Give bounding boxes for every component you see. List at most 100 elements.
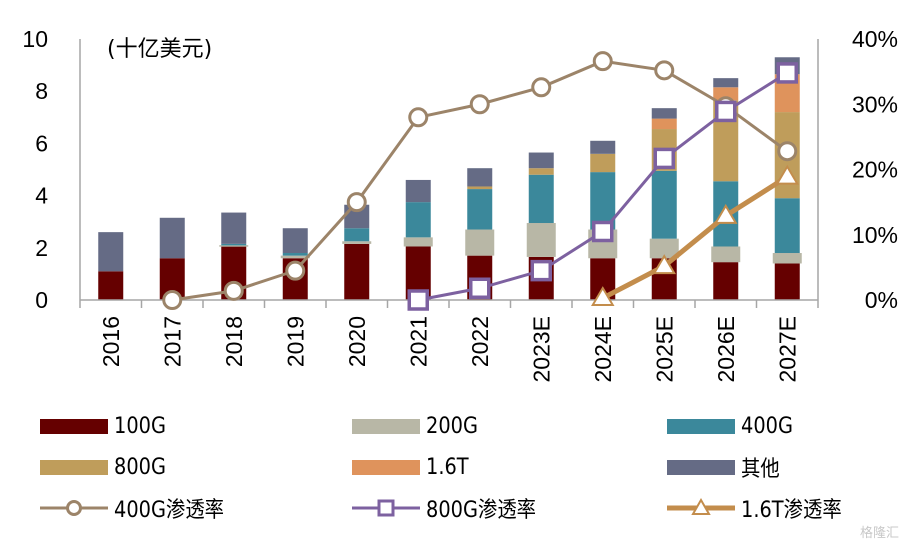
- marker-800G-2025E: [653, 147, 675, 170]
- marker-800G-2024E: [592, 220, 614, 243]
- x-tick-label: 2016: [98, 316, 124, 367]
- marker-800G-2021: [407, 289, 429, 311]
- x-tick-label: 2025E: [651, 316, 677, 383]
- y-right-tick-label: 40%: [852, 26, 898, 52]
- axes-layer: [79, 39, 819, 301]
- bar-segment-其他-2025E: [651, 108, 677, 119]
- bar-segment-其他-2018: [221, 212, 247, 244]
- marker-400G-2022: [469, 94, 490, 115]
- legend-item: 其他: [667, 450, 785, 484]
- bar-segment-其他-2024E: [590, 140, 616, 154]
- y-left-tick-label: 6: [35, 130, 48, 156]
- bar-segment-200G-2025E: [649, 238, 679, 259]
- bar-segment-400G-2027E: [774, 198, 800, 254]
- bar-segment-100G-2026E: [713, 262, 739, 300]
- bar-segment-400G-2021: [405, 202, 431, 238]
- legend-label: 200G: [426, 413, 478, 439]
- bar-segment-其他-2016: [98, 232, 124, 272]
- bar-segment-200G-2027E: [772, 253, 802, 264]
- y-left-tick-label: 4: [35, 183, 48, 209]
- x-tick-label: 2020: [344, 316, 370, 367]
- legend-label: 1.6T: [426, 454, 469, 480]
- y-left-tick-label: 0: [35, 287, 48, 313]
- marker-400G-2025E: [654, 60, 675, 81]
- y-right-tick-label: 30%: [852, 91, 898, 117]
- chart: 2016 2017 2018 2019 2020 2021 2022 2023E 2024E 20…: [22, 26, 898, 383]
- bar-segment-200G-2021: [403, 237, 433, 247]
- bar-segment-其他-2017: [159, 217, 185, 259]
- bar-segment-200G-2019: [280, 255, 310, 259]
- y-left-tick-label: 2: [35, 235, 48, 261]
- legend-label: 400G: [741, 413, 793, 439]
- marker-800G-2022: [469, 277, 491, 300]
- x-tick-label: 2022: [467, 316, 493, 367]
- marker-400G-2024E: [592, 51, 613, 72]
- bar-segment-400G-2019: [282, 253, 308, 256]
- x-tick-label: 2026E: [713, 316, 739, 383]
- marker-400G-2019: [285, 260, 306, 281]
- marker-400G-2017: [162, 290, 183, 310]
- legend-item: 200G: [352, 409, 485, 443]
- legend-label: 800G渗透率: [426, 498, 537, 523]
- marker-400G-2020: [346, 192, 367, 213]
- marker-400G-2021: [408, 107, 429, 128]
- y-right-tick-label: 10%: [852, 222, 898, 248]
- bars-layer: [98, 57, 802, 300]
- marker-400G-2027E: [777, 141, 798, 162]
- legend-swatch: [667, 459, 735, 475]
- x-tick-label: 2023E: [528, 316, 554, 383]
- x-tick-label: 2019: [282, 316, 308, 367]
- legend-item: 800G: [40, 450, 173, 484]
- marker-400G-2023E: [531, 77, 552, 98]
- bar-segment-其他-2023E: [528, 152, 554, 169]
- legend-swatch: [352, 418, 420, 434]
- bar-segment-400G-2020: [344, 228, 370, 242]
- y-left-tick-label: 10: [22, 26, 48, 52]
- y-right-tick-label: 20%: [852, 157, 898, 183]
- ticks-layer: 2016 2017 2018 2019 2020 2021 2022 2023E 2024E 20…: [22, 26, 898, 383]
- marker-16T-2027E: [775, 164, 799, 185]
- legend-swatch: [40, 418, 108, 434]
- bar-segment-200G-2023E: [526, 223, 556, 257]
- bar-segment-其他-2019: [282, 228, 308, 254]
- legend-item: 800G渗透率: [352, 491, 551, 525]
- bar-segment-400G-2023E: [528, 174, 554, 224]
- marker-16T-2025E: [652, 254, 676, 275]
- legend-line-icon: [667, 498, 735, 515]
- bar-segment-800G-2023E: [528, 168, 554, 175]
- marker-16T-2024E: [591, 286, 615, 307]
- legend-swatch: [352, 459, 420, 475]
- lines-layer: [162, 51, 799, 311]
- unit-label: (十亿美元): [107, 37, 212, 62]
- x-tick-label: 2021: [405, 316, 431, 367]
- legend: 100G 200G 400G 800G 1.6T 其他 400G渗透率 800G渗透率 1.6T…: [0, 405, 907, 535]
- bar-segment-800G-2024E: [590, 153, 616, 173]
- marker-400G-2018: [223, 280, 244, 301]
- line-16T-penetration: [601, 174, 789, 301]
- legend-item: 400G: [667, 409, 800, 443]
- legend-label: 800G: [114, 454, 166, 480]
- marker-800G-2027E: [776, 62, 798, 84]
- legend-label: 1.6T渗透率: [741, 498, 842, 523]
- bar-segment-其他-2021: [405, 179, 431, 203]
- bar-segment-100G-2016: [98, 271, 124, 300]
- x-tick-label: 2024E: [590, 316, 616, 383]
- bar-segment-400G-2025E: [651, 170, 677, 239]
- bar-segment-100G-2027E: [774, 263, 800, 300]
- bar-segment-其他-2022: [467, 168, 493, 187]
- legend-swatch: [40, 459, 108, 475]
- bar-segment-其他-2026E: [713, 78, 739, 88]
- bar-segment-800G-2022: [467, 186, 493, 190]
- marker-16T-2026E: [714, 203, 738, 224]
- bar-segment-16T-2025E: [651, 118, 677, 130]
- legend-item: 1.6T: [352, 450, 474, 484]
- bar-segment-16T-2026E: [713, 87, 739, 101]
- legend-line-icon: [40, 500, 108, 516]
- legend-line-icon: [352, 499, 420, 517]
- legend-label: 100G: [114, 413, 166, 439]
- x-tick-label: 2017: [159, 316, 185, 367]
- legend-label: 400G渗透率: [114, 498, 225, 523]
- bar-segment-400G-2022: [467, 189, 493, 230]
- bar-segment-200G-2018: [219, 245, 249, 247]
- legend-swatch: [667, 418, 735, 434]
